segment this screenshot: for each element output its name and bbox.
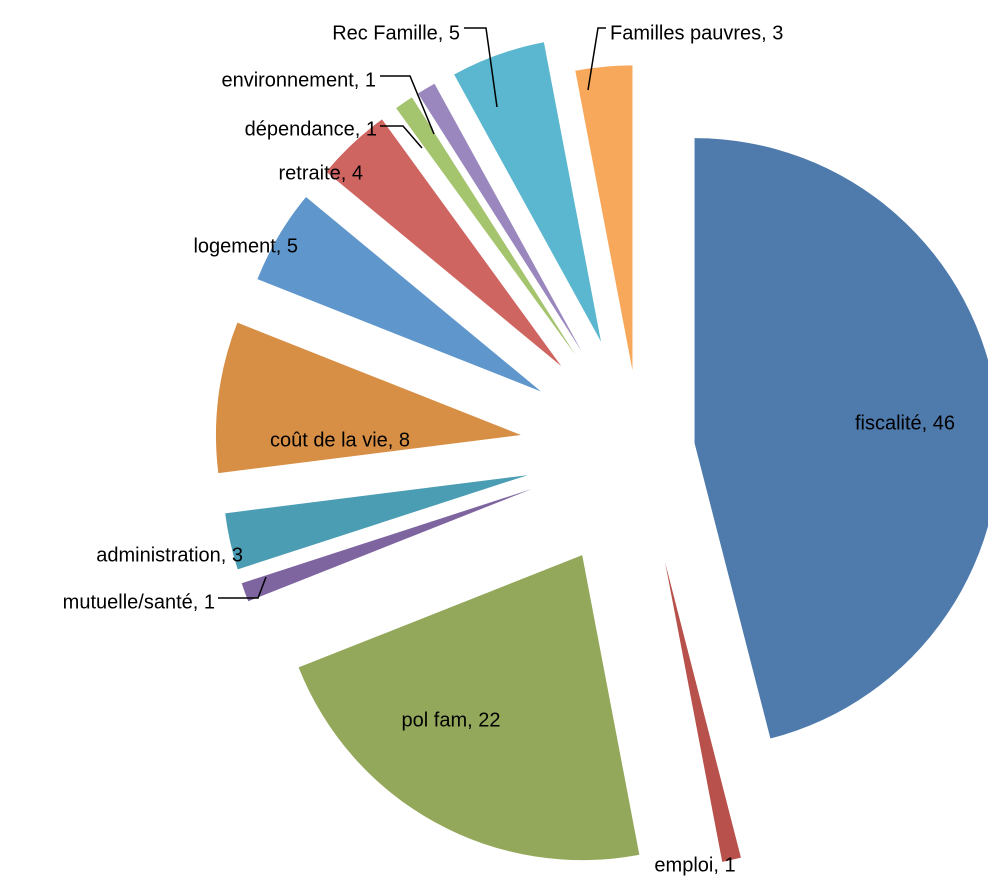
pie-slice-fiscalit-	[694, 138, 988, 739]
label-leader-line	[464, 27, 498, 108]
pie-slice-environnement	[418, 83, 582, 352]
pie-slice-mutuelle-sant-	[241, 488, 532, 602]
pie-slice-administration	[225, 475, 528, 570]
pie-slice-co-t-de-la-vie	[215, 322, 521, 474]
label-leader-line	[587, 27, 606, 91]
data-label: fiscalité, 46	[855, 412, 955, 434]
data-label: coût de la vie, 8	[270, 429, 410, 451]
pie-slice-pol-fam	[298, 555, 640, 861]
pie-slice-rec-famille	[454, 42, 602, 342]
data-label: pol fam, 22	[402, 709, 501, 731]
pie-slice-d-pendance	[396, 97, 576, 355]
data-label: logement, 5	[193, 235, 298, 257]
data-label: mutuelle/santé, 1	[63, 591, 215, 613]
data-label: retraite, 4	[279, 162, 363, 184]
label-leader-line	[218, 576, 267, 599]
pie-slice-logement	[257, 197, 542, 392]
pie-slice-emploi	[665, 562, 741, 862]
pie-slice-retraite	[326, 119, 562, 367]
data-label: dépendance, 1	[245, 118, 377, 140]
data-label: emploi, 1	[654, 854, 735, 876]
label-leader-line	[380, 125, 423, 149]
data-label: administration, 3	[96, 544, 243, 566]
data-label: Rec Famille, 5	[332, 22, 460, 44]
label-leader-line	[380, 75, 435, 135]
pie-slice-familles-pauvres	[575, 65, 633, 371]
data-label: environnement, 1	[221, 69, 376, 91]
data-label: Familles pauvres, 3	[610, 22, 783, 44]
